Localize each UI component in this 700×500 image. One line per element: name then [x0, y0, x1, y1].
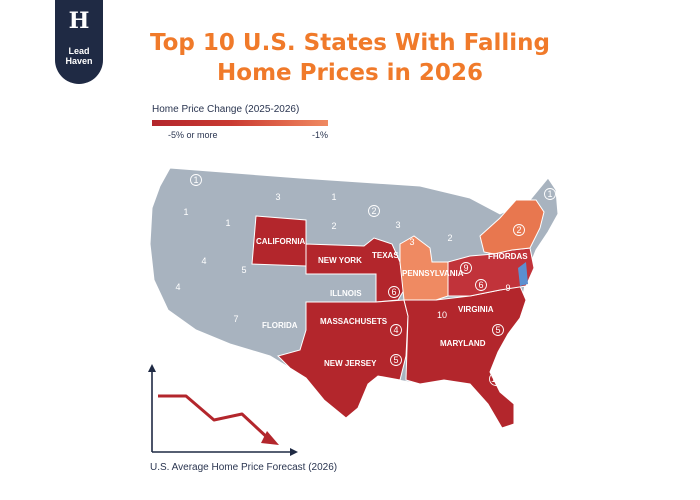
label-texas: TEXAS [372, 251, 399, 260]
ring-n6 [368, 205, 380, 217]
ring-n25 [544, 188, 556, 200]
label-pennsylvania: PENNSYLVANIA [402, 269, 464, 278]
ring-n20 [460, 262, 472, 274]
forecast-chart [148, 364, 298, 456]
num-n23: 10 [437, 310, 447, 320]
label-massachusetts: MASSACHUSETS [320, 317, 388, 326]
num-n20: 9 [463, 263, 468, 273]
num-n2: 1 [183, 207, 188, 217]
title-line-2: Home Prices in 2026 [217, 60, 483, 86]
title-line-1: Top 10 U.S. States With Falling [149, 30, 551, 56]
legend-title: Home Price Change (2025-2026) [152, 104, 300, 115]
ring-n21 [475, 279, 487, 291]
num-n25: 1 [547, 189, 552, 199]
num-n9: 2 [447, 233, 452, 243]
num-n24: 2 [516, 225, 521, 235]
ring-n15 [388, 286, 400, 298]
forecast-line [158, 394, 272, 442]
forecast-y-arrow [148, 364, 156, 372]
num-n16: 4 [393, 325, 398, 335]
brand-mark: H [68, 8, 90, 34]
num-n12: 5 [241, 265, 246, 275]
legend-min-label: -5% or more [168, 130, 218, 140]
brand-name-line1: Lead [68, 46, 90, 56]
region-northeast [479, 199, 545, 255]
num-n7: 2 [331, 221, 336, 231]
ring-n18 [492, 324, 504, 336]
label-illinois: ILLNOIS [330, 289, 362, 298]
brand-name-line2: Haven [65, 56, 93, 66]
label-maryland: MARYLAND [440, 339, 486, 348]
num-n13: 4 [175, 282, 180, 292]
label-florida: FLORIDA [262, 321, 298, 330]
num-n18: 5 [495, 325, 500, 335]
forecast-x-arrow [290, 448, 298, 456]
num-n5: 1 [331, 192, 336, 202]
num-n1: 1 [193, 175, 198, 185]
ring-n17 [390, 354, 402, 366]
num-n4: 3 [275, 192, 280, 202]
ring-n16 [390, 324, 402, 336]
num-n8: 3 [395, 220, 400, 230]
num-n10: 3 [409, 237, 414, 247]
num-n14: 7 [233, 314, 238, 324]
num-n6: 2 [371, 206, 376, 216]
label-new-jersey: NEW JERSEY [324, 359, 377, 368]
legend-gradient-bar [152, 120, 328, 126]
num-n19: 10 [491, 374, 501, 384]
num-n11: 4 [201, 256, 206, 266]
region-mid-atlantic [447, 247, 535, 297]
label-california: CALIFORNIA [256, 237, 306, 246]
page-title: Top 10 U.S. States With Falling Home Pri… [130, 28, 570, 88]
num-n3: 1 [225, 218, 230, 228]
region-pennsylvania [399, 235, 449, 301]
legend-max-label: -1% [312, 130, 329, 140]
num-n22: 9 [505, 283, 510, 293]
num-n17: 5 [393, 355, 398, 365]
region-chesapeake [518, 262, 528, 286]
ring-n19 [489, 372, 503, 386]
label-virginia: VIRGINIA [458, 305, 494, 314]
label-fhordas: FHORDAS [488, 252, 528, 261]
num-n21: 6 [478, 280, 483, 290]
ring-n1 [190, 174, 202, 186]
brand-logo: H Lead Haven [55, 0, 103, 84]
forecast-arrowhead [261, 431, 279, 445]
label-new-york: NEW YORK [318, 256, 362, 265]
forecast-label: U.S. Average Home Price Forecast (2026) [150, 462, 338, 473]
num-n15: 6 [391, 287, 396, 297]
ring-n24 [513, 224, 525, 236]
